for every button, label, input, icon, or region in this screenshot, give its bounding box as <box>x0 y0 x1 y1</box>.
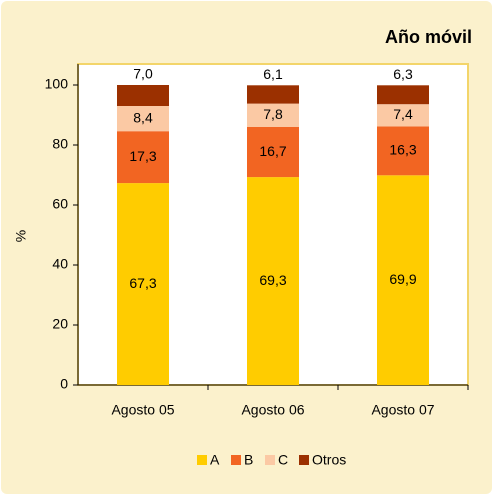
bar-segment <box>247 127 299 178</box>
data-label: 7,8 <box>263 106 283 122</box>
legend-label: C <box>278 452 288 468</box>
bar-segment <box>117 183 169 385</box>
data-label: 17,3 <box>129 148 156 164</box>
legend-label: A <box>210 452 220 468</box>
y-axis-label: % <box>13 230 29 242</box>
x-tick-label: Agosto 05 <box>111 402 174 418</box>
y-tick-label: 20 <box>52 316 68 332</box>
x-tick-label: Agosto 06 <box>241 402 304 418</box>
bar-segment <box>247 85 299 104</box>
chart-title: Año móvil <box>385 27 472 47</box>
data-label: 6,3 <box>393 66 413 82</box>
bar-segment <box>117 131 169 184</box>
bar-segment <box>377 175 429 385</box>
data-label: 6,1 <box>263 66 283 82</box>
data-label: 8,4 <box>133 109 153 125</box>
data-label: 7,0 <box>133 66 153 82</box>
legend-swatch <box>299 455 309 465</box>
y-tick-label: 80 <box>52 136 68 152</box>
data-label: 69,9 <box>389 271 416 287</box>
bar-segment <box>377 104 429 127</box>
bar-segment <box>117 85 169 106</box>
y-tick-label: 100 <box>45 76 69 92</box>
x-tick-label: Agosto 07 <box>371 402 434 418</box>
legend-swatch <box>197 455 207 465</box>
y-tick-label: 40 <box>52 256 68 272</box>
legend-label: B <box>244 452 253 468</box>
bar-segment <box>377 126 429 176</box>
y-tick-label: 60 <box>52 196 68 212</box>
bar-segment <box>117 106 169 132</box>
data-label: 69,3 <box>259 272 286 288</box>
legend-swatch <box>265 455 275 465</box>
bar-segment <box>247 103 299 127</box>
data-label: 67,3 <box>129 275 156 291</box>
y-tick-label: 0 <box>60 376 68 392</box>
data-label: 16,7 <box>259 143 286 159</box>
data-label: 7,4 <box>393 106 413 122</box>
data-label: 16,3 <box>389 142 416 158</box>
legend-swatch <box>231 455 241 465</box>
legend-label: Otros <box>312 452 346 468</box>
bar-segment <box>247 177 299 385</box>
bar-segment <box>377 85 429 105</box>
